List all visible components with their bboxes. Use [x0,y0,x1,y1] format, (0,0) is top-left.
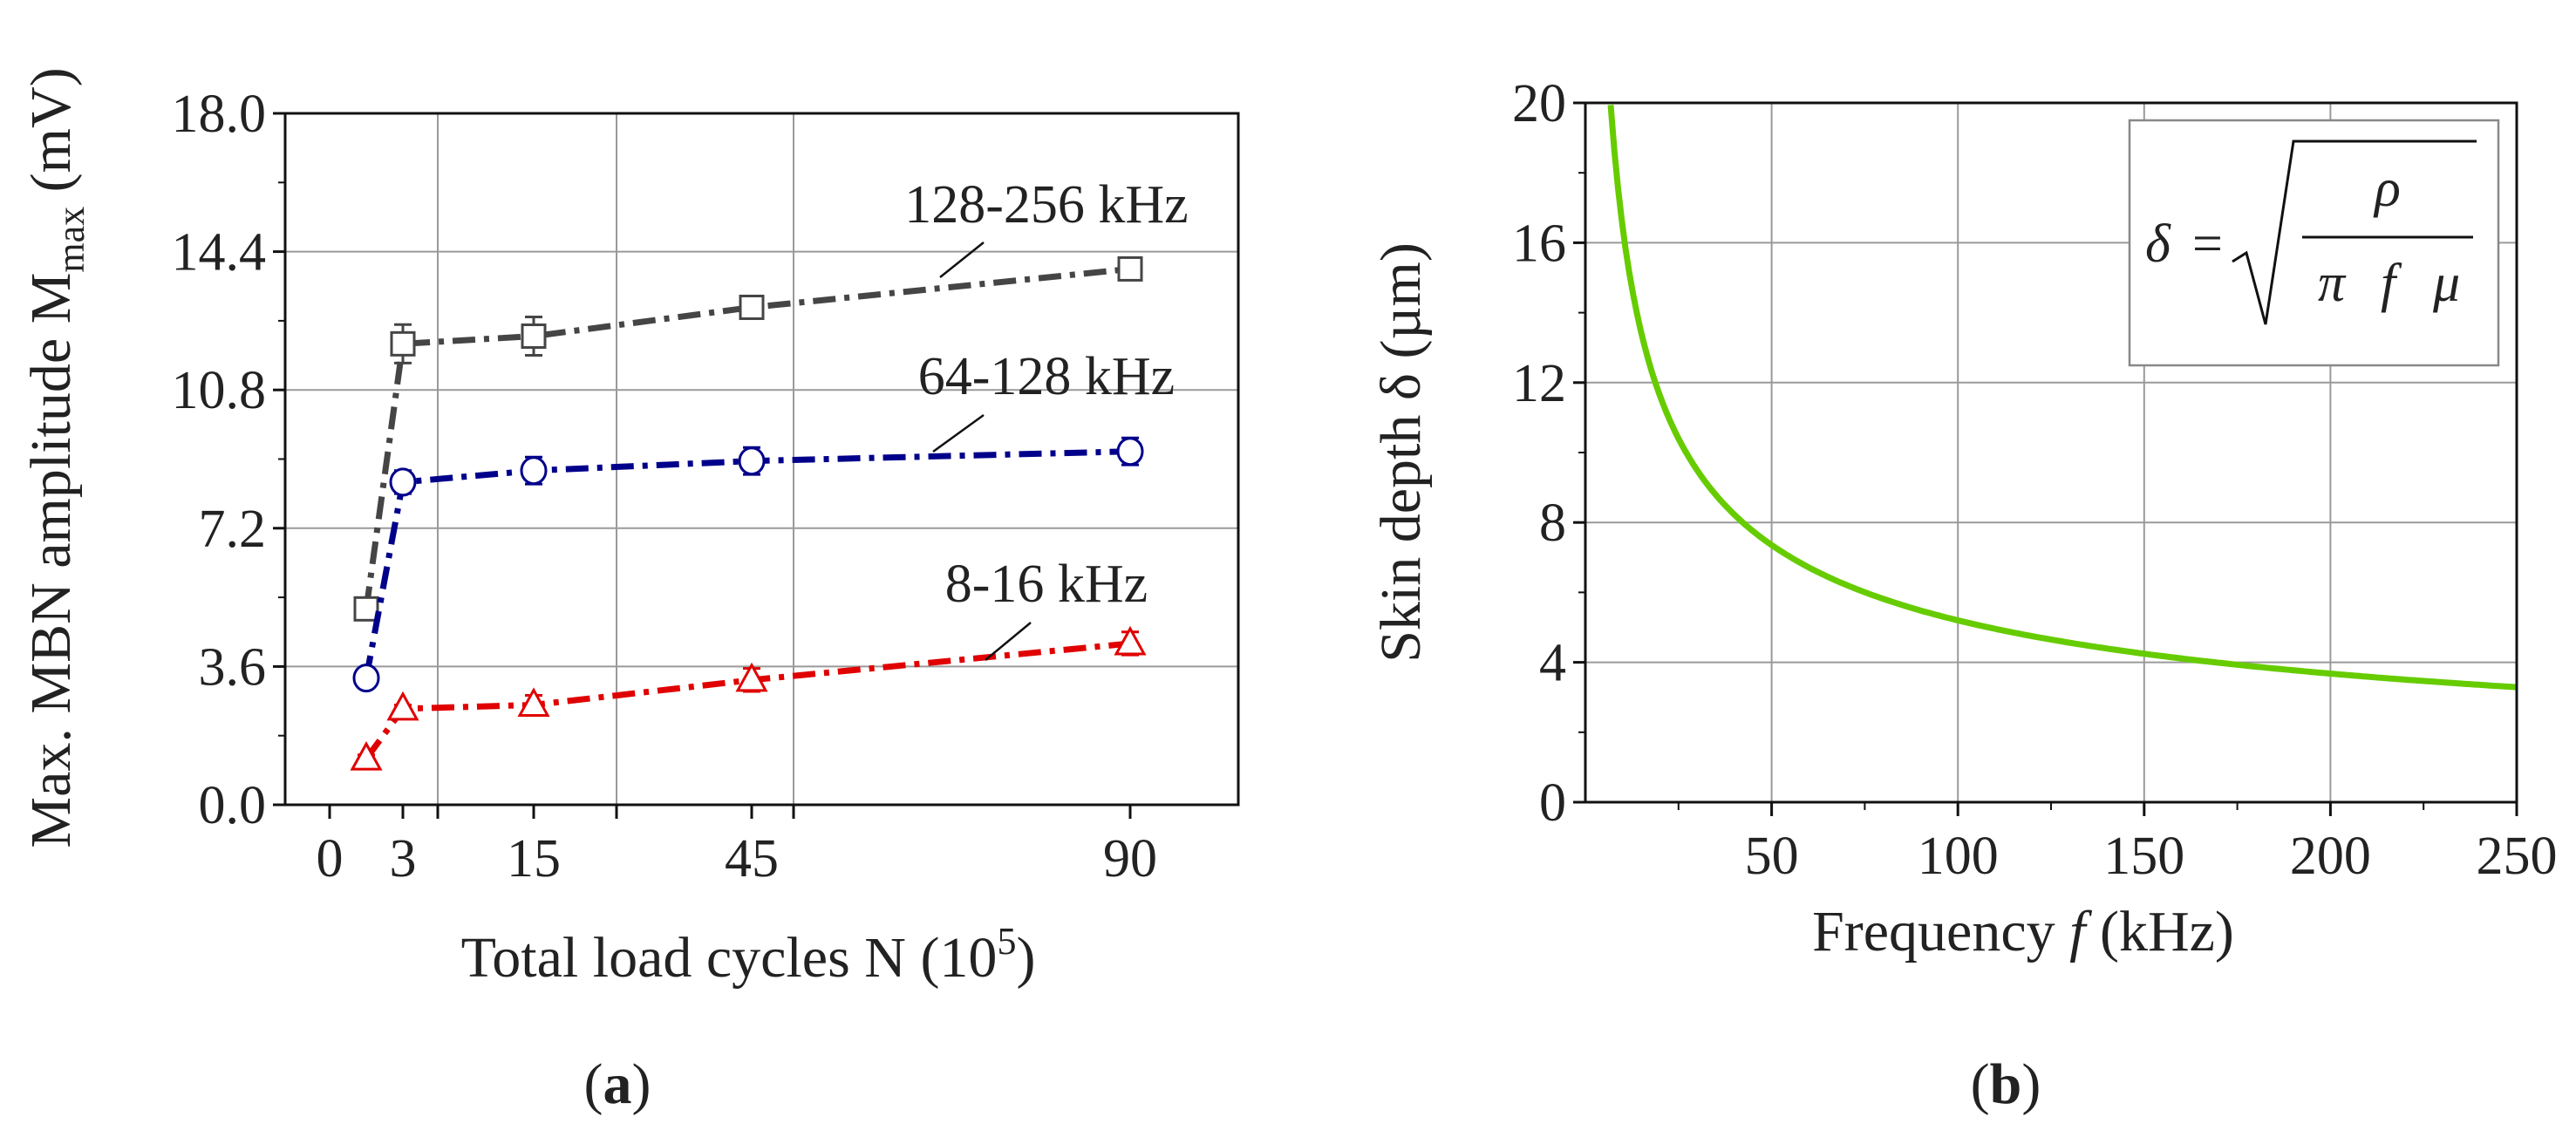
panel-a-y-tick-label: 0.0 [199,776,267,835]
panel-b-skin-depth-curve [1607,105,2517,691]
panel-a-series-label: 8-16 kHz [945,555,1148,614]
panel-a-x-tick-label: 45 [725,829,779,888]
panel-a-marker-triangle [1114,625,1147,656]
panel-b-y-tick-label: 0 [1539,773,1566,833]
panel-b-y-tick-label: 4 [1539,634,1566,693]
panel-b-chart: 0 4 8 12 16 20 50 100 150 200 250 δ = ρ π f μ Ski… [1369,74,2558,1116]
panel-b-series [1607,105,2517,691]
panel-a-y-tick-label: 18.0 [172,85,267,144]
panel-a-x-axis-title: Total load cycles N (105) [461,920,1036,990]
panel-a-series-line [364,640,1131,761]
panel-a-y-tick-label: 10.8 [172,361,267,420]
panel-a-marker-triangle [735,662,768,692]
panel-a-marker-circle [389,467,417,497]
panel-a-y-tick-label: 14.4 [172,223,267,283]
panel-a-marker-triangle [386,691,419,721]
panel-b-formula-legend: δ = ρ π f μ [2128,119,2500,367]
formula-denominator-mu: μ [2432,254,2460,313]
panel-b-x-tick-label: 50 [1745,827,1799,886]
formula-radical [2232,140,2477,325]
panel-a-label-leader [932,413,985,453]
panel-b-y-axis-title: Skin depth δ (µm) [1369,242,1433,663]
panel-b-x-tick-label: 250 [2477,827,2558,886]
panel-a-series-circle: 64-128 kHz [352,347,1175,693]
panel-b-x-axis-title: Frequency f (kHz) [1812,900,2234,963]
panel-a-marker-circle [520,456,548,486]
panel-a-x-tick-label: 3 [390,829,417,888]
panel-a-caption: (a) [584,1052,651,1116]
panel-a-marker-circle [738,446,766,476]
panel-a-series-label: 128-256 kHz [904,175,1188,235]
panel-a-y-tick-label: 3.6 [199,637,267,697]
panel-a-series-triangle: 8-16 kHz [350,555,1148,771]
panel-a-marker-square [521,323,547,350]
panel-b-y-ticks: 0 4 8 12 16 20 [1512,74,1585,833]
panel-a-y-ticks: 0.0 3.6 7.2 10.8 14.4 18.0 [172,85,285,835]
panel-a-series-label: 64-128 kHz [918,347,1175,406]
panel-a-y-tick-label: 7.2 [199,500,267,559]
panel-b-y-tick-label: 20 [1512,74,1566,133]
panel-b-y-tick-label: 12 [1512,354,1566,413]
formula-denominator-pi: π [2318,254,2347,313]
panel-a-x-tick-label: 15 [507,829,561,888]
panel-b-x-ticks: 50 100 150 200 250 [1677,802,2558,886]
panel-a-label-leader [939,242,985,278]
panel-a-marker-square [1117,255,1143,282]
panel-a-series-square: 128-256 kHz [353,175,1189,622]
panel-a-label-leader [985,622,1032,661]
panel-a-x-tick-label: 0 [317,829,344,888]
panel-a-marker-triangle [350,741,383,771]
formula-box [2128,119,2500,367]
panel-b-y-tick-label: 8 [1539,494,1566,553]
panel-a-series: 128-256 kHz 64-128 kHz 8-16 kHz [350,175,1189,771]
panel-b-x-tick-label: 150 [2103,827,2184,886]
panel-a-marker-triangle [517,687,550,717]
panel-a-y-axis-title: Max. MBN amplitude Mmax (mV) [19,67,92,848]
formula-equals: = [2189,214,2225,274]
formula-lhs: δ [2145,214,2171,274]
panel-a-marker-square [390,330,416,357]
panel-b-caption: (b) [1971,1052,2041,1116]
panel-a-marker-square [739,294,765,320]
panel-a-grid [285,113,1238,805]
panel-a-marker-circle [1116,437,1144,466]
formula-numerator: ρ [2373,159,2401,218]
panel-a-marker-square [353,596,379,622]
panel-b-x-tick-label: 200 [2290,827,2371,886]
panel-b-y-tick-label: 16 [1512,214,1566,273]
panel-a-marker-circle [352,664,380,693]
panel-b-x-tick-label: 100 [1918,827,1999,886]
panel-a-x-tick-label: 90 [1103,829,1157,888]
panel-a-chart: 0.0 3.6 7.2 10.8 14.4 18.0 0 3 15 45 90 128-256 k… [19,67,1240,1116]
panel-a-x-ticks: 0 3 15 45 90 [317,805,1157,888]
